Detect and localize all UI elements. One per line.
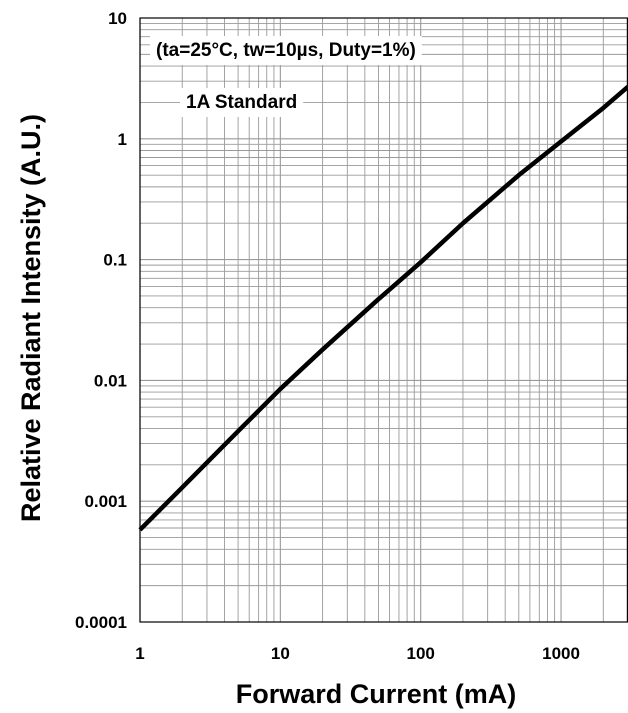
plot-frame (139, 17, 628, 623)
annotation-label: 1A Standard (186, 92, 297, 113)
x-axis-title: Forward Current (mA) (236, 679, 517, 709)
y-tick-label: 1 (118, 130, 127, 149)
y-tick-label: 0.01 (94, 371, 127, 390)
y-tick-label: 10 (108, 9, 127, 28)
annotation-label: (ta=25°C, tw=10µs, Duty=1%) (156, 40, 416, 61)
data-series (138, 84, 628, 532)
annotations: (ta=25°C, tw=10µs, Duty=1%) 1A Standard (150, 36, 422, 117)
series-line (138, 84, 628, 532)
x-tick-label: 10 (271, 644, 290, 663)
annotation-background (180, 88, 304, 117)
x-tick-labels: 1 10 100 1000 (135, 644, 580, 663)
y-tick-label: 0.1 (103, 251, 127, 270)
y-tick-label: 0.0001 (75, 613, 127, 632)
y-tick-label: 0.001 (84, 492, 127, 511)
y-axis-title: Relative Radiant Intensity (A.U.) (16, 114, 46, 522)
x-tick-label: 100 (407, 644, 435, 663)
annotation-background (150, 36, 422, 65)
x-tick-label: 1000 (542, 644, 580, 663)
x-tick-label: 1 (135, 644, 144, 663)
y-tick-labels: 10 1 0.1 0.01 0.001 0.0001 (75, 9, 127, 632)
